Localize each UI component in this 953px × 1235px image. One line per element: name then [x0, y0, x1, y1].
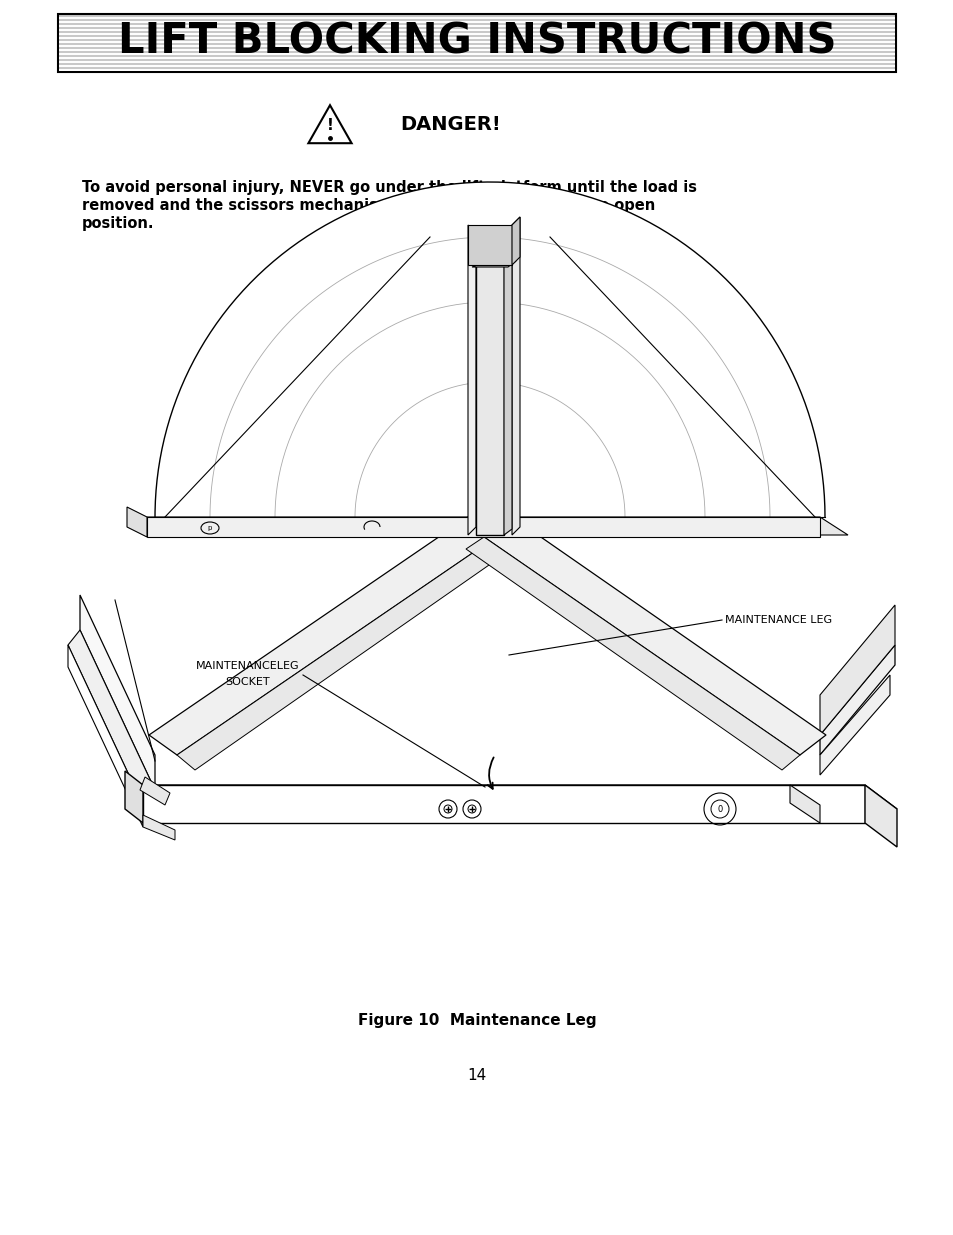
Text: To avoid personal injury, NEVER go under the lift platform until the load is: To avoid personal injury, NEVER go under…: [82, 180, 697, 195]
Polygon shape: [154, 182, 824, 517]
Polygon shape: [864, 785, 896, 847]
Polygon shape: [125, 771, 143, 823]
Bar: [58, 14, 895, 72]
Polygon shape: [177, 537, 512, 769]
Polygon shape: [820, 605, 894, 735]
Polygon shape: [143, 785, 896, 809]
Polygon shape: [140, 777, 170, 805]
Polygon shape: [68, 630, 154, 805]
Text: SOCKET: SOCKET: [226, 677, 270, 687]
Text: 14: 14: [467, 1067, 486, 1083]
Polygon shape: [468, 225, 512, 266]
Text: 0: 0: [717, 804, 721, 814]
Text: MAINTENANCE LEG: MAINTENANCE LEG: [724, 615, 831, 625]
Polygon shape: [143, 815, 174, 840]
Text: Figure 10  Maintenance Leg: Figure 10 Maintenance Leg: [357, 1013, 596, 1028]
Polygon shape: [503, 259, 512, 535]
Text: p: p: [208, 525, 212, 531]
Polygon shape: [149, 517, 496, 755]
Polygon shape: [147, 517, 820, 537]
Polygon shape: [820, 645, 894, 755]
Text: MAINTENANCELEG: MAINTENANCELEG: [196, 661, 299, 671]
Polygon shape: [512, 217, 519, 535]
Polygon shape: [820, 676, 889, 776]
Polygon shape: [512, 217, 519, 266]
Polygon shape: [80, 595, 154, 790]
Polygon shape: [68, 645, 143, 827]
Text: LIFT BLOCKING INSTRUCTIONS: LIFT BLOCKING INSTRUCTIONS: [117, 21, 836, 63]
Text: position.: position.: [82, 216, 154, 231]
Polygon shape: [476, 266, 503, 535]
Polygon shape: [127, 508, 147, 537]
Polygon shape: [465, 537, 800, 769]
Polygon shape: [468, 225, 476, 535]
Text: !: !: [326, 119, 334, 133]
Polygon shape: [143, 785, 864, 823]
Polygon shape: [147, 517, 847, 535]
Polygon shape: [472, 261, 516, 267]
Text: DANGER!: DANGER!: [399, 116, 500, 135]
Polygon shape: [789, 785, 820, 823]
Polygon shape: [483, 517, 825, 755]
Text: removed and the scissors mechanism is securely blocked in the open: removed and the scissors mechanism is se…: [82, 198, 655, 212]
